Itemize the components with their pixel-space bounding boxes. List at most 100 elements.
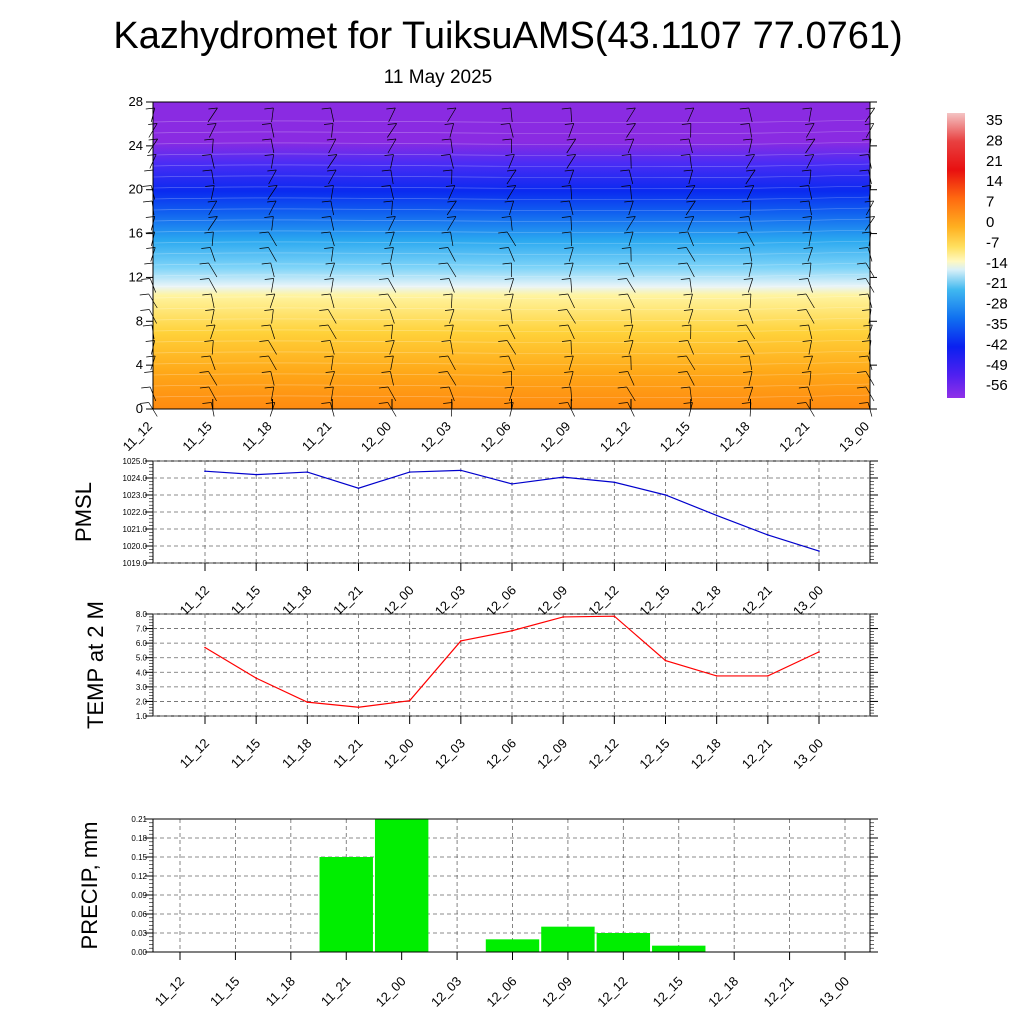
wind-barb-staff	[569, 200, 574, 216]
wind-barb-flag	[680, 278, 690, 280]
wind-barb-flag	[737, 231, 747, 234]
wind-barb-flag	[742, 262, 753, 265]
wind-barb-flag	[442, 169, 452, 172]
wind-barb-staff	[390, 185, 394, 200]
wind-barb-flag	[501, 216, 511, 218]
contour-line	[152, 185, 871, 190]
plot-frame	[152, 818, 871, 953]
contour-line	[152, 141, 871, 146]
wind-barb-flag	[564, 262, 574, 265]
x-tick-label: 12_21	[739, 583, 775, 619]
colorbar-label: -42	[986, 336, 1008, 353]
wind-barb-staff	[568, 247, 574, 262]
wind-barb-flag	[327, 169, 337, 172]
wind-barb-flag	[321, 216, 331, 218]
wind-barb-staff	[568, 371, 574, 386]
wind-barb-staff	[808, 231, 812, 247]
wind-barb-staff	[390, 247, 394, 262]
colorbar-label: -35	[986, 316, 1008, 333]
wind-barb-flag	[680, 154, 690, 156]
wind-barb-flag	[564, 169, 574, 172]
temperature-panel: 8.0 7.0 6.0 5.0 4.0 3.0 2.0 1.0 11_12 11_15 11_18 1…	[83, 601, 878, 772]
wind-barb-staff	[268, 340, 277, 355]
wind-barb-staff	[808, 185, 813, 200]
wind-barb-staff	[628, 231, 634, 247]
wind-barb-staff	[686, 371, 695, 386]
contour-line	[152, 350, 871, 355]
wind-barb-flag	[740, 123, 750, 125]
x-tick-label: 13_00	[790, 583, 826, 619]
contour-line	[152, 372, 871, 377]
wind-barb-flag	[381, 371, 391, 373]
y-tick-label: 4.0	[136, 668, 148, 677]
wind-barb-staff	[447, 355, 456, 371]
wind-barb-flag	[802, 216, 812, 218]
wind-barb-flag	[321, 231, 331, 234]
wind-barb-flag	[383, 200, 393, 203]
wind-barb-staff	[806, 309, 815, 324]
x-tick-label: 12_06	[477, 419, 513, 455]
wind-barb-flag	[564, 355, 574, 358]
wind-barb-staff	[508, 247, 515, 262]
wind-barb-flag	[319, 324, 329, 327]
wind-barb-staff	[209, 247, 216, 262]
x-tick-label: 12_18	[688, 736, 724, 772]
wind-barb-flag	[264, 216, 274, 218]
x-tick-label: 12_03	[432, 736, 468, 772]
pmsl-point	[562, 476, 564, 478]
wind-barb-flag	[443, 293, 453, 296]
wind-barb-staff	[208, 200, 218, 216]
wind-barb-flag	[678, 231, 688, 234]
y-tick-label: 1022.0	[123, 508, 148, 517]
wind-barb-flag	[799, 185, 809, 187]
wind-barb-staff	[447, 247, 456, 262]
wind-barb-staff	[387, 386, 397, 402]
wind-barb-staff	[689, 386, 692, 402]
wind-barb-staff	[626, 386, 636, 402]
wind-barb-staff	[270, 386, 275, 402]
wind-barb-staff	[268, 231, 277, 247]
wind-barb-staff	[210, 154, 215, 169]
wind-barb-flag	[321, 293, 331, 296]
wind-barb-staff	[271, 107, 274, 123]
wind-barb-flag	[740, 355, 750, 358]
wind-barb-flag	[325, 262, 335, 265]
x-tick-label: 12_12	[585, 736, 621, 772]
wind-barb-flag	[743, 386, 753, 389]
wind-barb-flag	[498, 231, 508, 234]
wind-barb-staff	[686, 355, 696, 371]
wind-barb-flag	[381, 169, 391, 172]
wind-barb-staff	[389, 231, 395, 247]
wind-barb-flag	[740, 247, 750, 249]
wind-barb-flag	[264, 309, 274, 311]
wind-barb-flag	[205, 185, 215, 187]
contour-line	[152, 394, 871, 399]
wind-barb-flag	[144, 262, 154, 265]
precipitation-panel: 0.21 0.18 0.15 0.12 0.09 0.06 0.03 0.00 11_12 11_…	[77, 815, 878, 1010]
wind-barb-flag	[264, 107, 274, 110]
wind-barb-staff	[211, 231, 214, 247]
wind-barb-flag	[444, 324, 454, 327]
wind-barb-staff	[688, 293, 693, 309]
wind-barb-staff	[806, 154, 815, 169]
contour-line	[152, 317, 871, 322]
contour-line	[152, 273, 871, 278]
wind-barb-flag	[324, 123, 334, 125]
wind-barb-flag	[386, 216, 396, 218]
wind-barb-staff	[749, 293, 752, 309]
wind-barb-staff	[570, 185, 573, 200]
temp-point	[408, 699, 411, 702]
x-tick-label: 11_15	[207, 974, 242, 1009]
y-axis-label: PRECIP, mm	[77, 822, 102, 950]
wind-barb-staff	[509, 293, 514, 309]
wind-barb-staff	[390, 169, 394, 185]
wind-barb-flag	[502, 371, 512, 373]
wind-barb-staff	[748, 216, 753, 231]
wind-barb-flag	[859, 402, 869, 404]
y-tick-label: 8	[136, 313, 143, 328]
wind-barb-staff	[808, 324, 813, 340]
wind-barb-flag	[739, 107, 749, 110]
wind-barb-staff	[390, 371, 394, 386]
wind-barb-staff	[508, 278, 515, 293]
wind-barb-flag	[564, 123, 574, 125]
